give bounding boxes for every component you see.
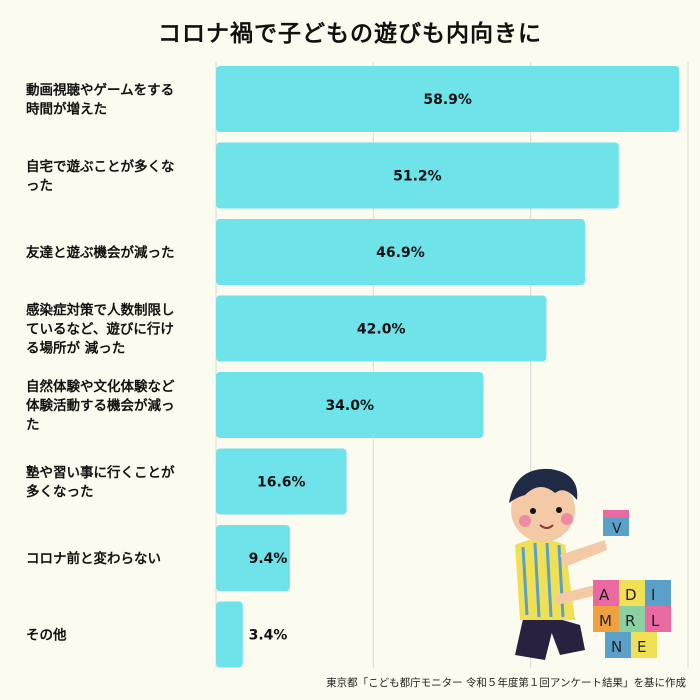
svg-text:I: I — [651, 586, 655, 604]
bar — [216, 525, 290, 591]
category-label: 友達と遊ぶ機会が減った — [26, 244, 175, 261]
category-label: コロナ前と変わらない — [26, 550, 161, 567]
value-label: 42.0% — [357, 322, 406, 338]
svg-text:R: R — [625, 612, 635, 630]
source-note: 東京都「こども都庁モニター 令和５年度第１回アンケート結果」を基に作成 — [326, 677, 686, 689]
category-label: 多くなった — [26, 483, 94, 500]
category-label: 体験活動する機会が減っ — [26, 397, 175, 414]
svg-text:E: E — [637, 638, 646, 656]
svg-text:M: M — [599, 612, 612, 630]
bar — [216, 219, 585, 285]
bar — [216, 448, 347, 515]
svg-text:L: L — [651, 612, 660, 630]
value-label: 51.2% — [393, 169, 442, 185]
bars — [216, 66, 680, 668]
category-label: 自然体験や文化体験など — [26, 378, 175, 395]
chart-title: コロナ禍で子どもの遊びも内向きに — [158, 21, 542, 47]
bar — [216, 601, 243, 668]
value-labels: 58.9% 51.2% 46.9% 42.0% 34.0% 16.6% 9.4% 3.4% — [249, 92, 472, 644]
child-playing-blocks-illustration: V A D I M R L N E — [509, 468, 671, 660]
value-label: 3.4% — [249, 628, 288, 644]
category-label: 自宅で遊ぶことが多くな — [26, 158, 175, 175]
category-label: ているなど、遊びに行け — [26, 321, 174, 338]
category-label: 動画視聴やゲームをする — [26, 82, 174, 99]
category-label: った — [26, 178, 53, 194]
bar — [216, 372, 484, 438]
svg-text:D: D — [625, 586, 637, 604]
category-label: た — [26, 417, 40, 433]
bar — [216, 66, 680, 132]
bar — [216, 142, 619, 209]
svg-text:V: V — [612, 521, 622, 537]
svg-text:A: A — [599, 586, 610, 604]
value-label: 58.9% — [423, 92, 472, 108]
category-label: 塾や習い事に行くことが — [26, 464, 175, 481]
category-label: 時間が増えた — [26, 101, 107, 118]
category-label: る場所が 減った — [26, 340, 125, 357]
category-label: その他 — [26, 627, 67, 644]
bar — [216, 295, 547, 362]
value-label: 9.4% — [249, 551, 288, 567]
value-label: 46.9% — [376, 245, 425, 261]
value-label: 16.6% — [257, 475, 306, 491]
svg-text:N: N — [611, 638, 622, 656]
value-label: 34.0% — [325, 398, 374, 414]
category-labels: 動画視聴やゲームをする時間が増えた自宅で遊ぶことが多くなった友達と遊ぶ機会が減っ… — [26, 82, 175, 644]
category-label: 感染症対策で人数制限し — [26, 302, 175, 319]
